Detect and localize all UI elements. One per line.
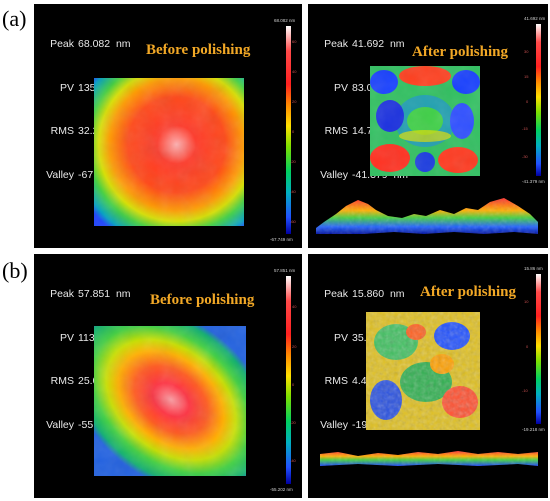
caption-after: After polishing	[420, 284, 516, 300]
colorbar-max: 57.851 nm	[274, 268, 296, 273]
surface-map	[366, 312, 480, 430]
colorbar-tick: -60	[290, 219, 296, 224]
colorbar-tick: 0	[526, 344, 529, 349]
stat-peak: Peak 68.082 nm	[50, 38, 131, 50]
colorbar-tick: 10	[524, 299, 529, 304]
colorbar-tick: 20	[292, 344, 297, 349]
caption-after: After polishing	[412, 44, 508, 60]
surface-map	[370, 66, 480, 176]
colorbar-tick: 0	[292, 382, 295, 387]
colorbar	[536, 24, 541, 176]
colorbar-min: -55.202 nm	[270, 487, 293, 492]
colorbar-tick: -20	[290, 159, 296, 164]
row-label-b: (b)	[2, 258, 28, 283]
colorbar-tick: 40	[292, 69, 297, 74]
colorbar-tick: 40	[292, 304, 297, 309]
colorbar-tick: 20	[292, 99, 297, 104]
colorbar-tick: 30	[524, 49, 529, 54]
colorbar	[536, 274, 541, 424]
surface-map	[94, 326, 246, 476]
row-label-a: (a)	[2, 6, 27, 31]
colorbar-tick: 60	[292, 39, 297, 44]
colorbar-tick: -15	[522, 126, 528, 131]
colorbar	[286, 276, 291, 484]
colorbar-min: -67.749 nm	[270, 237, 293, 242]
stat-peak: Peak 15.860 nm	[324, 288, 405, 300]
stat-peak: Peak 41.692 nm	[324, 38, 405, 50]
colorbar-tick: -10	[522, 388, 528, 393]
colorbar-tick: -40	[290, 458, 296, 463]
stat-peak: Peak 57.851 nm	[50, 288, 131, 300]
colorbar-tick: 0	[526, 99, 529, 104]
colorbar-min: -41.379 nm	[522, 179, 545, 184]
surface-profile	[320, 451, 538, 466]
colorbar-tick: -20	[290, 420, 296, 425]
colorbar-tick: -30	[522, 154, 528, 159]
colorbar-max: 68.082 nm	[274, 18, 296, 23]
colorbar-max: 41.692 nm	[524, 16, 546, 21]
caption-before: Before polishing	[150, 292, 255, 308]
surface-map	[94, 78, 244, 226]
caption-before: Before polishing	[146, 42, 251, 58]
colorbar-tick: -40	[290, 189, 296, 194]
colorbar-max: 15.86 nm	[524, 266, 543, 271]
colorbar-min: -19.218 nm	[522, 427, 545, 432]
colorbar	[286, 26, 291, 234]
colorbar-tick: 0	[292, 129, 295, 134]
surface-profile	[316, 198, 538, 234]
colorbar-tick: 15	[524, 74, 529, 79]
